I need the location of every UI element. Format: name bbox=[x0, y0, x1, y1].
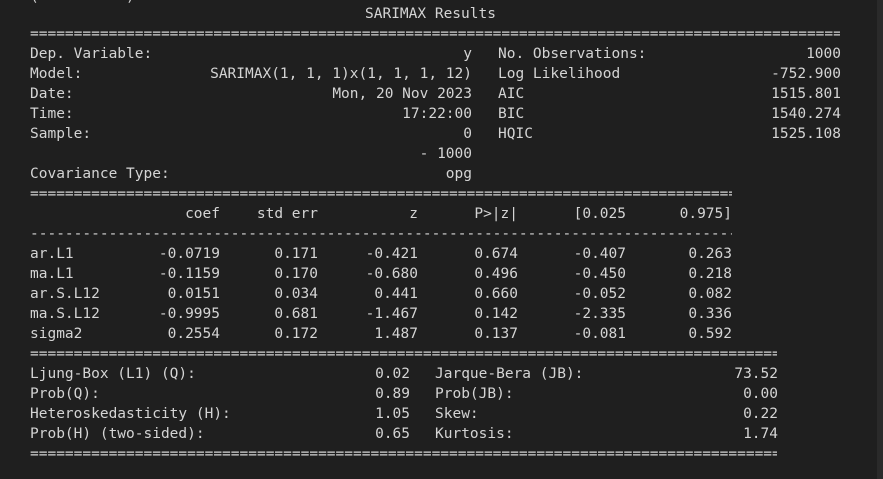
cell: 0.674 bbox=[474, 246, 518, 262]
diag-value: 0.22 bbox=[743, 406, 778, 422]
rule-diag-top: ========================================… bbox=[30, 346, 777, 362]
cell: 0.218 bbox=[688, 266, 732, 282]
row-name: ar.S.L12 bbox=[30, 286, 100, 302]
cell: -0.0719 bbox=[158, 246, 220, 262]
info-label: Time: bbox=[30, 106, 74, 122]
cell: 0.336 bbox=[688, 306, 732, 322]
cell: -0.680 bbox=[365, 266, 418, 282]
cell: 0.496 bbox=[474, 266, 518, 282]
diag-value: 1.05 bbox=[375, 406, 410, 422]
results-title: SARIMAX Results bbox=[365, 6, 496, 22]
row-name: ar.L1 bbox=[30, 246, 74, 262]
cell: 0.263 bbox=[688, 246, 732, 262]
cell: 0.660 bbox=[474, 286, 518, 302]
cell: 0.172 bbox=[274, 326, 318, 342]
cell: 0.170 bbox=[274, 266, 318, 282]
info-value: SARIMAX(1, 1, 1)x(1, 1, 1, 12) bbox=[210, 66, 472, 82]
truncated-previous-line: ( ) bbox=[30, 0, 135, 5]
cell: 0.034 bbox=[274, 286, 318, 302]
cell: 0.142 bbox=[474, 306, 518, 322]
diag-value: 73.52 bbox=[734, 366, 778, 382]
cell: 0.082 bbox=[688, 286, 732, 302]
cell: -1.467 bbox=[365, 306, 418, 322]
diag-label: Prob(JB): bbox=[435, 386, 514, 402]
diag-label: Skew: bbox=[435, 406, 479, 422]
info-label: No. Observations: bbox=[498, 46, 647, 62]
info-value: 1000 bbox=[806, 46, 841, 62]
info-value: opg bbox=[445, 166, 472, 182]
row-name: ma.L1 bbox=[30, 266, 74, 282]
cell: 0.0151 bbox=[167, 286, 220, 302]
info-value: 17:22:00 bbox=[402, 106, 472, 122]
cell: 0.441 bbox=[374, 286, 418, 302]
diag-value: 0.00 bbox=[743, 386, 778, 402]
diag-label: Ljung-Box (L1) (Q): bbox=[30, 366, 196, 382]
diag-label: Kurtosis: bbox=[435, 426, 514, 442]
info-value: 1540.274 bbox=[771, 106, 841, 122]
col-header: [0.025 bbox=[573, 206, 626, 222]
info-label: AIC bbox=[498, 86, 525, 102]
info-label: HQIC bbox=[498, 126, 533, 142]
info-label: Sample: bbox=[30, 126, 92, 142]
diag-label: Prob(H) (two-sided): bbox=[30, 426, 205, 442]
cell: 0.592 bbox=[688, 326, 732, 342]
col-header: coef bbox=[185, 206, 220, 222]
cell: 0.171 bbox=[274, 246, 318, 262]
row-name: ma.S.L12 bbox=[30, 306, 100, 322]
col-header: 0.975] bbox=[679, 206, 732, 222]
diag-label: Jarque-Bera (JB): bbox=[435, 366, 584, 382]
col-header: P>|z| bbox=[474, 206, 518, 222]
row-name: sigma2 bbox=[30, 326, 83, 342]
diag-label: Prob(Q): bbox=[30, 386, 100, 402]
info-value: 1525.108 bbox=[771, 126, 841, 142]
info-label: Date: bbox=[30, 86, 74, 102]
rule-top: ========================================… bbox=[30, 26, 840, 42]
info-label: Dep. Variable: bbox=[30, 46, 153, 62]
cell: 0.2554 bbox=[167, 326, 220, 342]
cell: -0.407 bbox=[573, 246, 626, 262]
cell: -2.335 bbox=[573, 306, 626, 322]
diag-value: 0.89 bbox=[375, 386, 410, 402]
info-value: 1515.801 bbox=[771, 86, 841, 102]
info-value: y bbox=[463, 46, 472, 62]
diag-label: Heteroskedasticity (H): bbox=[30, 406, 231, 422]
diag-value: 1.74 bbox=[743, 426, 778, 442]
cell: -0.1159 bbox=[158, 266, 220, 282]
cell: -0.081 bbox=[573, 326, 626, 342]
info-label: Covariance Type: bbox=[30, 166, 170, 182]
cell: 0.681 bbox=[274, 306, 318, 322]
info-label: Log Likelihood bbox=[498, 66, 621, 82]
cell: -0.421 bbox=[365, 246, 418, 262]
diag-value: 0.02 bbox=[375, 366, 410, 382]
info-label: Model: bbox=[30, 66, 83, 82]
col-header: z bbox=[409, 206, 418, 222]
info-label: BIC bbox=[498, 106, 525, 122]
cell: 1.487 bbox=[374, 326, 418, 342]
info-value: 0 bbox=[463, 126, 472, 142]
info-value: -752.900 bbox=[771, 66, 841, 82]
rule-bottom: ========================================… bbox=[30, 446, 777, 462]
col-header: std err bbox=[256, 206, 318, 222]
info-value: - 1000 bbox=[419, 146, 472, 162]
info-value: Mon, 20 Nov 2023 bbox=[332, 86, 472, 102]
rule-coef-header: ----------------------------------------… bbox=[30, 226, 732, 242]
cell: -0.052 bbox=[573, 286, 626, 302]
cell: 0.137 bbox=[474, 326, 518, 342]
cell: -0.450 bbox=[573, 266, 626, 282]
rule-coef-top: ========================================… bbox=[30, 186, 732, 202]
vertical-scrollbar[interactable] bbox=[877, 0, 883, 479]
cell: -0.9995 bbox=[158, 306, 220, 322]
diag-value: 0.65 bbox=[375, 426, 410, 442]
